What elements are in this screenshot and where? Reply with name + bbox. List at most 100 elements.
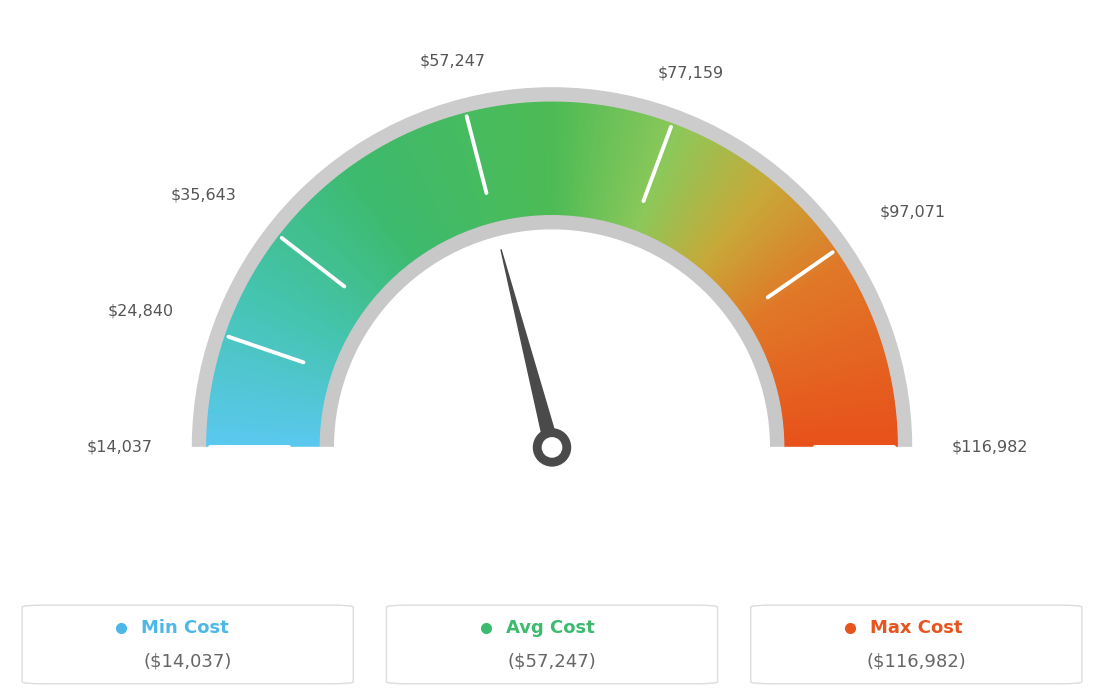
Wedge shape <box>637 130 689 248</box>
Wedge shape <box>629 125 677 245</box>
Wedge shape <box>769 428 896 437</box>
Wedge shape <box>660 148 725 259</box>
Wedge shape <box>276 238 380 317</box>
Wedge shape <box>652 141 713 255</box>
Wedge shape <box>741 277 853 342</box>
Wedge shape <box>614 117 654 239</box>
Wedge shape <box>370 153 438 263</box>
Wedge shape <box>367 155 437 264</box>
Wedge shape <box>417 128 469 247</box>
Wedge shape <box>297 213 392 301</box>
Wedge shape <box>766 388 892 412</box>
Wedge shape <box>524 103 537 230</box>
Wedge shape <box>498 106 520 233</box>
Wedge shape <box>466 112 500 237</box>
Wedge shape <box>552 102 554 230</box>
Wedge shape <box>318 192 406 288</box>
Wedge shape <box>217 359 342 393</box>
Wedge shape <box>571 104 584 231</box>
Wedge shape <box>262 258 370 330</box>
Wedge shape <box>206 440 335 444</box>
Wedge shape <box>758 341 881 382</box>
Wedge shape <box>360 159 433 267</box>
Wedge shape <box>215 367 341 398</box>
Wedge shape <box>574 104 590 231</box>
Wedge shape <box>696 188 783 286</box>
Wedge shape <box>210 402 337 420</box>
Wedge shape <box>269 247 375 322</box>
Wedge shape <box>627 124 675 244</box>
Wedge shape <box>680 168 757 273</box>
Wedge shape <box>206 442 335 446</box>
Wedge shape <box>747 298 864 355</box>
Wedge shape <box>765 383 892 408</box>
Wedge shape <box>640 132 694 249</box>
Wedge shape <box>342 171 422 275</box>
Wedge shape <box>718 224 816 308</box>
Wedge shape <box>407 133 463 250</box>
Wedge shape <box>323 187 410 284</box>
Wedge shape <box>209 412 336 427</box>
Wedge shape <box>709 209 804 299</box>
Wedge shape <box>590 108 614 234</box>
Wedge shape <box>705 204 798 295</box>
Wedge shape <box>670 157 742 266</box>
Wedge shape <box>257 265 368 334</box>
Wedge shape <box>766 393 893 415</box>
Wedge shape <box>420 128 470 246</box>
Wedge shape <box>437 121 481 242</box>
Wedge shape <box>222 344 344 384</box>
Wedge shape <box>310 199 401 293</box>
Wedge shape <box>736 265 847 334</box>
Text: ($57,247): ($57,247) <box>508 652 596 670</box>
Wedge shape <box>753 318 873 367</box>
Wedge shape <box>724 236 827 315</box>
Wedge shape <box>385 144 449 257</box>
Wedge shape <box>321 188 408 286</box>
Wedge shape <box>209 415 336 428</box>
Wedge shape <box>403 135 459 252</box>
Wedge shape <box>230 320 350 369</box>
Bar <box>56 447 1048 607</box>
Wedge shape <box>300 209 395 299</box>
Wedge shape <box>601 111 633 236</box>
Wedge shape <box>256 267 367 335</box>
Wedge shape <box>254 272 365 338</box>
Wedge shape <box>739 272 850 338</box>
Wedge shape <box>395 139 455 254</box>
Wedge shape <box>280 232 382 313</box>
Wedge shape <box>688 178 769 279</box>
Wedge shape <box>597 110 627 235</box>
Wedge shape <box>613 116 651 239</box>
Wedge shape <box>302 207 396 297</box>
Wedge shape <box>587 107 612 233</box>
Wedge shape <box>503 106 523 233</box>
Wedge shape <box>374 150 442 262</box>
Text: $97,071: $97,071 <box>880 204 946 219</box>
Wedge shape <box>351 165 427 270</box>
Wedge shape <box>634 128 684 246</box>
Wedge shape <box>729 247 835 322</box>
Wedge shape <box>681 170 760 274</box>
Wedge shape <box>749 300 866 357</box>
Wedge shape <box>372 152 439 262</box>
Wedge shape <box>286 226 385 309</box>
Wedge shape <box>340 173 421 276</box>
Wedge shape <box>620 120 664 242</box>
Wedge shape <box>541 102 546 230</box>
Wedge shape <box>630 126 679 246</box>
Wedge shape <box>509 105 527 232</box>
Wedge shape <box>555 102 560 230</box>
Wedge shape <box>326 185 411 284</box>
Wedge shape <box>232 315 351 366</box>
Wedge shape <box>311 197 402 291</box>
Wedge shape <box>767 407 895 424</box>
Wedge shape <box>353 164 428 270</box>
Wedge shape <box>358 161 432 268</box>
Wedge shape <box>762 356 885 392</box>
Wedge shape <box>667 155 737 264</box>
Wedge shape <box>435 121 480 243</box>
Wedge shape <box>514 104 530 231</box>
Wedge shape <box>567 103 580 230</box>
Wedge shape <box>298 211 394 300</box>
